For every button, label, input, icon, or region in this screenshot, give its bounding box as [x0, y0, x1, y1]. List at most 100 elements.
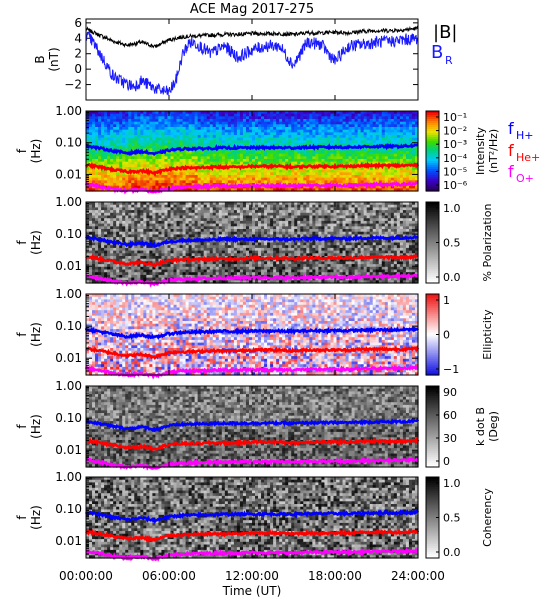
- spectrogram-cell: [98, 132, 102, 136]
- spectrogram-cell: [191, 188, 196, 192]
- spectrogram-cell: [119, 132, 123, 136]
- spectrogram-cell: [158, 121, 163, 125]
- spectrogram-cell: [113, 113, 117, 117]
- spectrogram-cell: [134, 129, 138, 133]
- spectrogram-cell: [125, 143, 129, 147]
- spectrogram-cell: [170, 140, 175, 144]
- spectrogram-cell: [101, 113, 105, 117]
- spectrogram-cell: [89, 129, 93, 133]
- spectrogram-cell: [176, 132, 181, 136]
- spectrogram-cell: [125, 127, 129, 131]
- spectrogram-cell: [164, 121, 169, 125]
- spectrogram-cell: [167, 172, 172, 176]
- spectrogram-cell: [170, 129, 175, 133]
- spectrogram-cell: [233, 135, 238, 139]
- spectrogram-cell: [218, 175, 223, 179]
- spectrogram-cell: [227, 153, 232, 157]
- spectrogram-cell: [233, 188, 238, 192]
- spectrogram-cell: [125, 121, 129, 125]
- spectrogram-cell: [155, 135, 160, 139]
- spectrogram-cell: [239, 129, 244, 133]
- spectrogram-cell: [242, 124, 247, 128]
- spectrogram-cell: [224, 127, 229, 131]
- spectrogram-cell: [212, 143, 217, 147]
- spectrogram-cell: [230, 116, 235, 120]
- spectrogram-cell: [270, 159, 274, 163]
- spectrogram-cell: [267, 135, 271, 139]
- spectrogram-cell: [197, 121, 202, 125]
- spectrogram-cell: [185, 121, 190, 125]
- spectrogram-cell: [137, 172, 141, 176]
- spectrogram-cell: [122, 159, 126, 163]
- spectrogram-cell: [252, 135, 256, 139]
- spectrogram-cell: [230, 145, 235, 149]
- spectrogram-cell: [270, 116, 274, 120]
- spectrogram-cell: [95, 137, 99, 141]
- spectrogram-cell: [227, 159, 232, 163]
- spectrogram-cell: [227, 124, 232, 128]
- spectrogram-cell: [270, 137, 274, 141]
- spectrogram-cell: [125, 137, 129, 141]
- spectrogram-cell: [215, 188, 220, 192]
- spectrogram-cell: [107, 161, 111, 165]
- spectrogram-cell: [158, 143, 163, 147]
- spectrogram-cell: [131, 111, 135, 115]
- spectrogram-cell: [261, 180, 265, 184]
- spectrogram-cell: [95, 156, 99, 160]
- spectrogram-cell: [218, 113, 223, 117]
- spectrogram-cell: [276, 119, 280, 123]
- spectrogram-cell: [194, 116, 199, 120]
- spectrogram-cell: [134, 143, 138, 147]
- spectrogram-cell: [128, 172, 132, 176]
- spectrogram-cell: [155, 140, 160, 144]
- spectrogram-cell: [110, 153, 114, 157]
- spectrogram-cell: [173, 159, 178, 163]
- spectrogram-cell: [200, 111, 205, 115]
- spectrogram-cell: [239, 135, 244, 139]
- spectrogram-cell: [191, 137, 196, 141]
- spectrogram-cell: [92, 119, 96, 123]
- spectrogram-cell: [191, 127, 196, 131]
- spectrogram-cell: [200, 116, 205, 120]
- spectrogram-cell: [152, 111, 157, 115]
- spectrogram-cell: [264, 159, 268, 163]
- spectrogram-cell: [137, 161, 141, 165]
- y-axis-label-line: B: [33, 55, 47, 63]
- spectrogram-cell: [128, 180, 132, 184]
- spectrogram-cell: [218, 151, 223, 155]
- spectrogram-cell: [131, 185, 135, 189]
- spectrogram-cell: [209, 153, 214, 157]
- spectrogram-cell: [125, 111, 129, 115]
- spectrogram-cell: [113, 172, 117, 176]
- spectrogram-cell: [236, 129, 241, 133]
- spectrogram-cell: [185, 124, 190, 128]
- spectrogram-cell: [261, 185, 265, 189]
- spectrogram-cell: [98, 156, 102, 160]
- spectrogram-cell: [182, 172, 187, 176]
- spectrogram-cell: [218, 183, 223, 187]
- spectrogram-cell: [122, 183, 126, 187]
- spectrogram-cell: [110, 140, 114, 144]
- spectrogram-cell: [279, 119, 283, 123]
- spectrogram-cell: [143, 145, 147, 149]
- spectrogram-cell: [233, 167, 238, 171]
- spectrogram-cell: [185, 188, 190, 192]
- spectrogram-cell: [107, 172, 111, 176]
- spectrogram-cell: [176, 111, 181, 115]
- spectrogram-cell: [264, 177, 268, 181]
- spectrogram-cell: [185, 127, 190, 131]
- spectrogram-cell: [221, 113, 226, 117]
- spectrogram-cell: [155, 156, 160, 160]
- spectrogram-cell: [212, 124, 217, 128]
- spectrogram-cell: [104, 145, 108, 149]
- spectrogram-cell: [179, 156, 184, 160]
- spectrogram-cell: [218, 156, 223, 160]
- spectrogram-cell: [255, 132, 259, 136]
- spectrogram-cell: [104, 175, 108, 179]
- spectrogram-cell: [185, 180, 190, 184]
- spectrogram-cell: [200, 167, 205, 171]
- spectrogram-cell: [182, 161, 187, 165]
- spectrogram-cell: [203, 169, 208, 173]
- spectrogram-cell: [261, 175, 265, 179]
- spectrogram-cell: [170, 172, 175, 176]
